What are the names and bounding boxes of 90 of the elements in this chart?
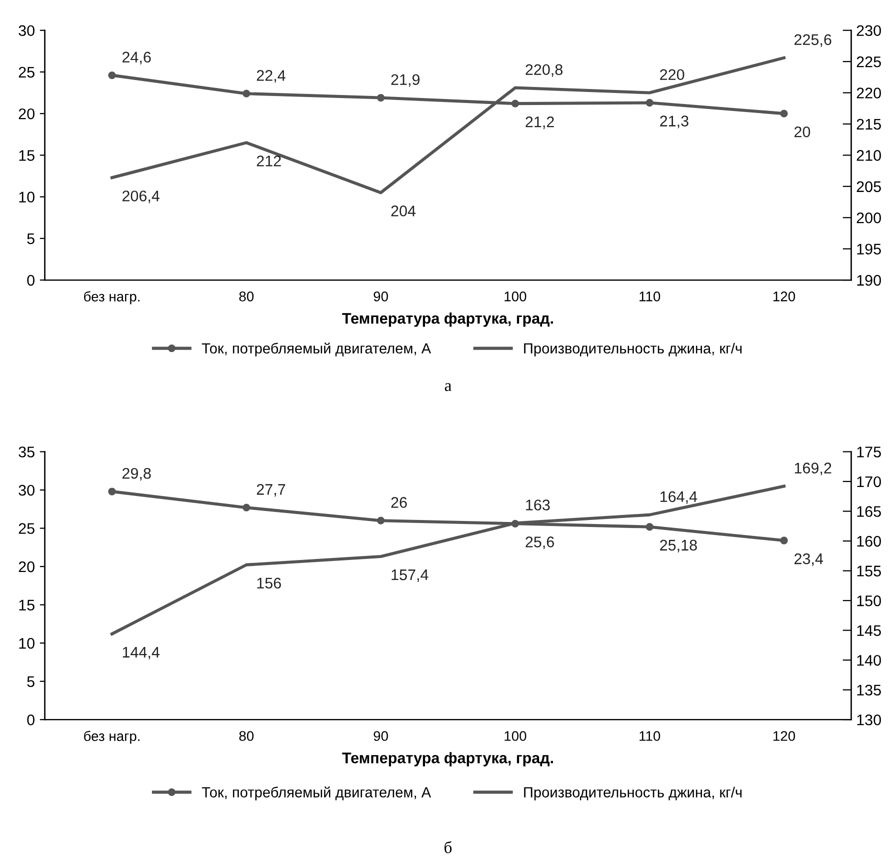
x-tick-label: 100 [504,292,526,302]
data-label: 164,4 [660,491,698,504]
data-label: 21,2 [526,116,554,130]
data-label: 169,2 [794,462,832,476]
point [242,90,250,98]
x-tick-label: 110 [640,731,660,741]
point [780,536,788,544]
y2-tick-label: 155 [857,566,881,576]
point [376,516,385,524]
data-label: 220 [660,69,684,80]
y-tick-label: 15 [19,150,34,161]
data-label: 156 [257,578,281,589]
x-tick-label: без нагр. [84,291,140,304]
text: б [444,841,452,854]
y2-tick-label: 210 [856,150,881,161]
y-tick-label: 5 [27,676,34,688]
data-label: 27,7 [256,484,286,497]
text: а [444,383,452,392]
y2-tick-label: 145 [857,625,881,636]
y2-tick-label: 160 [857,536,881,547]
data-label: 206,4 [122,190,160,204]
data-label: 144,4 [122,646,160,660]
legend-label: Ток, потребляемый двигателем, А [202,342,432,356]
y-tick-label: 30 [18,25,34,36]
y-tick-label: 25 [18,66,34,78]
x-tick-label: 90 [374,292,388,302]
point [780,110,788,118]
y2-tick-label: 150 [857,595,881,606]
y-tick-label: 20 [18,108,34,120]
point [511,100,520,108]
y-tick-label: 25 [18,523,34,534]
x-tick-label: 80 [239,731,254,741]
x-tick-label: 120 [773,292,796,302]
y-tick-label: 5 [27,233,34,244]
data-label: 163 [526,500,550,510]
x-tick-label: 80 [239,292,254,302]
y-tick-label: 10 [19,192,34,202]
data-label: 204 [391,206,416,216]
point [108,488,116,496]
point [646,98,654,107]
x-tick-label: 110 [640,292,660,302]
point [646,523,654,531]
x-tick-label: 120 [773,731,796,741]
y2-tick-label: 135 [857,684,881,696]
y-tick-label: 20 [18,561,34,572]
data-label: 25,18 [660,540,697,552]
data-label: 21,9 [391,74,420,87]
x-tick-label: без нагр. [84,730,140,744]
x-tick-label: 100 [504,731,526,741]
data-label: 220,8 [526,64,562,77]
data-label: 24,6 [122,52,151,64]
y2-tick-label: 130 [857,714,881,726]
data-label: 20 [794,126,810,138]
data-label: 23,4 [794,553,824,566]
point [376,94,385,102]
data-label: 157,4 [392,570,428,582]
y-tick-label: 15 [19,600,34,610]
y2-tick-label: 225 [856,56,881,68]
y-tick-label: 0 [27,714,34,726]
y-tick-label: 10 [19,638,34,649]
data-label: 225,6 [794,34,832,47]
data-label: 29,8 [122,468,151,481]
legend-label: Производительность джина, кг/ч [524,342,742,356]
y2-tick-label: 170 [857,476,881,488]
point [242,504,250,512]
point [108,71,116,80]
y2-tick-label: 205 [856,181,881,192]
data-label: 22,4 [256,70,286,83]
data-label: 26 [391,497,407,508]
y2-tick-label: 195 [857,244,881,255]
x-axis-title: Температура фартука, град. [342,752,553,766]
line-series [110,484,786,636]
y-tick-label: 35 [18,446,34,458]
data-label: 212 [256,156,281,166]
y2-tick-label: 230 [856,25,881,36]
y2-tick-label: 200 [856,212,881,224]
y-tick-label: 30 [18,484,34,496]
data-label: 25,6 [526,536,554,550]
y2-tick-label: 220 [856,88,881,98]
legend-label: Производительность джина, кг/ч [524,786,742,800]
legend-label: Ток, потребляемый двигателем, А [202,786,432,800]
y2-tick-label: 215 [856,118,881,130]
x-tick-label: 90 [374,731,388,741]
y-tick-label: 0 [27,274,34,286]
x-axis-title: Температура фартука, град. [342,312,553,327]
data-label: 21,3 [660,116,688,128]
y2-tick-label: 165 [857,506,881,517]
y2-tick-label: 175 [857,446,881,458]
y2-tick-label: 190 [857,274,881,286]
y2-tick-label: 140 [857,654,881,666]
